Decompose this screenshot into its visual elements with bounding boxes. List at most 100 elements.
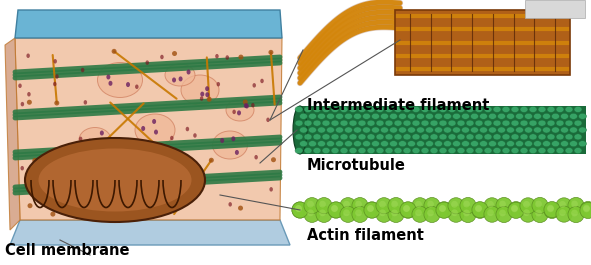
Ellipse shape <box>412 134 420 140</box>
Ellipse shape <box>300 127 307 133</box>
Ellipse shape <box>556 107 564 112</box>
Ellipse shape <box>551 141 560 147</box>
Ellipse shape <box>53 59 57 64</box>
Ellipse shape <box>560 113 569 119</box>
Ellipse shape <box>525 113 532 119</box>
Ellipse shape <box>27 100 32 105</box>
Ellipse shape <box>547 134 555 140</box>
Ellipse shape <box>336 113 343 119</box>
Ellipse shape <box>496 206 512 223</box>
Ellipse shape <box>385 134 393 140</box>
Ellipse shape <box>403 148 411 154</box>
Ellipse shape <box>109 81 112 86</box>
Ellipse shape <box>231 136 235 141</box>
Ellipse shape <box>81 68 85 72</box>
Ellipse shape <box>511 205 518 212</box>
Ellipse shape <box>448 134 456 140</box>
Ellipse shape <box>462 127 469 133</box>
Ellipse shape <box>487 201 494 208</box>
Ellipse shape <box>426 127 433 133</box>
Ellipse shape <box>448 120 456 126</box>
Ellipse shape <box>430 134 438 140</box>
Ellipse shape <box>391 201 398 207</box>
Ellipse shape <box>209 158 214 163</box>
Ellipse shape <box>472 202 488 218</box>
Ellipse shape <box>556 148 564 154</box>
Ellipse shape <box>430 148 438 154</box>
Ellipse shape <box>379 201 386 208</box>
Ellipse shape <box>271 157 276 162</box>
Ellipse shape <box>331 205 338 212</box>
Ellipse shape <box>556 206 572 222</box>
Ellipse shape <box>269 187 273 192</box>
Ellipse shape <box>424 197 440 214</box>
Ellipse shape <box>484 134 492 140</box>
Ellipse shape <box>372 127 379 133</box>
Ellipse shape <box>403 205 410 212</box>
Ellipse shape <box>574 120 582 126</box>
Ellipse shape <box>529 120 537 126</box>
Ellipse shape <box>475 205 482 212</box>
Ellipse shape <box>579 127 586 133</box>
Ellipse shape <box>260 79 264 83</box>
Ellipse shape <box>534 127 541 133</box>
Ellipse shape <box>515 127 524 133</box>
Ellipse shape <box>145 156 150 161</box>
Ellipse shape <box>340 148 348 154</box>
Ellipse shape <box>300 113 307 119</box>
Ellipse shape <box>453 127 460 133</box>
Ellipse shape <box>439 120 447 126</box>
Ellipse shape <box>408 141 415 147</box>
Ellipse shape <box>574 107 582 112</box>
Ellipse shape <box>251 103 255 108</box>
Ellipse shape <box>532 206 548 223</box>
Ellipse shape <box>343 209 350 216</box>
Ellipse shape <box>376 148 384 154</box>
Ellipse shape <box>571 201 578 207</box>
FancyBboxPatch shape <box>525 0 585 18</box>
Ellipse shape <box>331 120 339 126</box>
Ellipse shape <box>543 113 550 119</box>
Ellipse shape <box>506 141 514 147</box>
Ellipse shape <box>304 148 312 154</box>
Ellipse shape <box>394 120 402 126</box>
Ellipse shape <box>559 209 566 216</box>
Ellipse shape <box>415 201 422 208</box>
Ellipse shape <box>532 197 548 214</box>
Ellipse shape <box>421 134 429 140</box>
Ellipse shape <box>529 148 537 154</box>
Ellipse shape <box>267 118 269 122</box>
Ellipse shape <box>496 197 512 214</box>
Ellipse shape <box>523 201 530 208</box>
Ellipse shape <box>391 210 398 216</box>
Ellipse shape <box>349 134 357 140</box>
Ellipse shape <box>322 120 330 126</box>
Ellipse shape <box>439 134 447 140</box>
Ellipse shape <box>463 210 470 216</box>
Ellipse shape <box>574 134 582 140</box>
Ellipse shape <box>349 120 357 126</box>
Ellipse shape <box>135 85 138 89</box>
Ellipse shape <box>508 202 524 218</box>
Ellipse shape <box>394 107 402 112</box>
Ellipse shape <box>113 155 117 160</box>
Ellipse shape <box>340 198 356 214</box>
Ellipse shape <box>300 141 307 147</box>
Ellipse shape <box>462 113 469 119</box>
Ellipse shape <box>200 96 203 101</box>
Ellipse shape <box>470 127 479 133</box>
Ellipse shape <box>556 134 564 140</box>
Ellipse shape <box>322 134 330 140</box>
Ellipse shape <box>515 113 524 119</box>
Ellipse shape <box>389 141 398 147</box>
Ellipse shape <box>457 120 465 126</box>
Ellipse shape <box>570 113 577 119</box>
Ellipse shape <box>317 113 326 119</box>
Ellipse shape <box>229 202 232 207</box>
Ellipse shape <box>479 113 488 119</box>
Ellipse shape <box>313 107 321 112</box>
Ellipse shape <box>292 202 308 218</box>
Ellipse shape <box>579 113 586 119</box>
Text: Intermediate filament: Intermediate filament <box>307 98 489 113</box>
Ellipse shape <box>33 184 37 189</box>
